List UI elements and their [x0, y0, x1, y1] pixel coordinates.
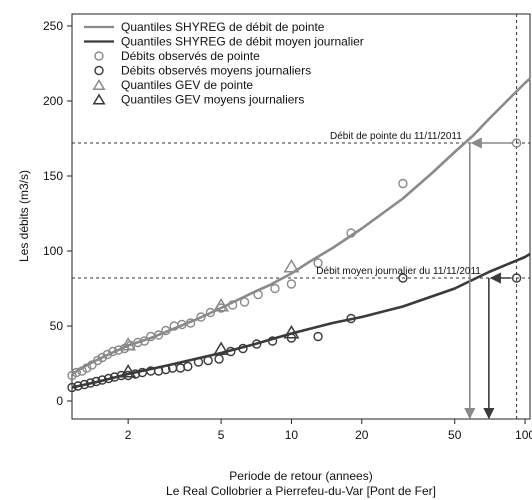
- obs-pointe-point: [253, 289, 263, 300]
- obs-pointe-point: [216, 303, 226, 313]
- obs-moyen-point: [91, 376, 101, 387]
- obs-moyen-point: [183, 361, 193, 372]
- obs-pointe-point: [205, 307, 216, 318]
- shyreg-pointe-line: [71, 77, 531, 376]
- obs-moyen-point: [398, 273, 408, 283]
- x-tick-label: 5: [218, 428, 225, 442]
- x-tick-label: 10: [285, 428, 299, 442]
- annotation-observed-point: [511, 138, 522, 148]
- obs-pointe-point: [286, 279, 297, 289]
- obs-moyen-point: [103, 373, 114, 384]
- annotation-observed-point: [511, 273, 522, 283]
- gev-pointe-point: [283, 259, 300, 273]
- x-tick-label: 20: [355, 428, 369, 442]
- obs-moyen-point: [251, 339, 262, 349]
- annotation-label: Débit moyen journalier du 11/11/2011: [316, 266, 481, 277]
- obs-moyen-point: [67, 382, 77, 393]
- obs-pointe-point: [87, 360, 97, 370]
- obs-pointe-point: [71, 367, 82, 378]
- legend-circle-swatch: [94, 51, 104, 61]
- y-tick-label: 200: [43, 94, 63, 108]
- obs-moyen-point: [346, 313, 356, 324]
- obs-pointe-point: [177, 319, 187, 330]
- legend-label: Quantiles SHYREG de débit de pointe: [121, 20, 325, 34]
- legend-circle-swatch: [94, 65, 104, 76]
- obs-pointe-point: [161, 325, 171, 336]
- x-axis-subtitle: Le Real Collobrier a Pierrefeu-du-Var [P…: [166, 484, 436, 498]
- obs-pointe-point: [133, 337, 143, 348]
- x-tick-label: 100: [515, 428, 532, 442]
- gev-moyen-point: [283, 325, 300, 339]
- legend-triangle-swatch: [92, 93, 106, 105]
- y-tick-label: 250: [43, 19, 63, 33]
- obs-moyen-point: [79, 379, 90, 390]
- x-tick-label: 2: [125, 428, 132, 442]
- legend-label: Débits observés de pointe: [121, 49, 260, 63]
- obs-moyen-point: [85, 378, 96, 388]
- obs-moyen-point: [161, 364, 171, 375]
- legend-label: Quantiles GEV moyens journaliers: [121, 93, 304, 107]
- obs-pointe-point: [313, 258, 323, 268]
- obs-moyen-point: [109, 372, 120, 382]
- annotation-label: Débit de pointe du 11/11/2011: [330, 131, 462, 142]
- obs-pointe-point: [239, 297, 250, 307]
- obs-pointe-point: [227, 300, 238, 310]
- reference-lines: [72, 14, 530, 419]
- obs-pointe-point: [153, 330, 164, 340]
- obs-moyen-point: [313, 331, 323, 342]
- x-axis-title: Periode de retour (annees): [229, 469, 372, 483]
- obs-pointe-point: [196, 312, 206, 322]
- obs-moyen-point: [267, 336, 278, 346]
- obs-moyen-point: [203, 355, 213, 366]
- obs-moyen-point: [116, 370, 127, 381]
- gev-moyen-point: [213, 341, 230, 355]
- obs-moyen-point: [97, 375, 107, 385]
- obs-pointe-point: [82, 363, 92, 373]
- y-tick-label: 0: [56, 394, 63, 408]
- x-tick-label: 50: [448, 428, 462, 442]
- y-tick-label: 50: [50, 319, 64, 333]
- obs-moyen-point: [137, 367, 148, 378]
- obs-pointe-point: [346, 228, 356, 238]
- obs-pointe-point: [398, 178, 408, 189]
- gev-moyen-point: [120, 364, 137, 378]
- obs-moyen-point: [73, 381, 83, 391]
- legend-label: Quantiles SHYREG de débit moyen journali…: [121, 35, 364, 49]
- obs-pointe-point: [139, 336, 150, 346]
- obs-pointe-point: [185, 318, 196, 328]
- y-tick-label: 100: [43, 244, 63, 258]
- obs-pointe-point: [97, 352, 107, 363]
- legend: Quantiles SHYREG de débit de pointeQuant…: [84, 20, 364, 107]
- obs-moyen-point: [214, 354, 224, 364]
- gev-pointe-point: [120, 337, 137, 351]
- legend-label: Quantiles GEV de pointe: [121, 78, 253, 92]
- gev-pointe-point: [213, 298, 230, 312]
- obs-pointe-point: [108, 346, 118, 357]
- y-tick-label: 150: [43, 169, 63, 183]
- y-axis: 0 50 100 150 200 250: [43, 19, 72, 408]
- annotations: Débit de pointe du 11/11/2011 Débit moyen…: [316, 131, 522, 420]
- obs-pointe-point: [77, 366, 87, 376]
- legend-triangle-swatch: [92, 79, 106, 91]
- obs-pointe-point: [92, 355, 103, 366]
- obs-pointe-point: [102, 349, 113, 360]
- obs-moyen-point: [130, 369, 141, 379]
- shyreg-moyen-line: [71, 252, 531, 389]
- x-axis: 2 5 10 20 50 100: [125, 419, 532, 442]
- obs-pointe-point: [270, 283, 280, 294]
- plot-frame: [71, 13, 531, 420]
- obs-moyen-point: [238, 343, 248, 354]
- series-layer: [67, 77, 531, 393]
- legend-label: Débits observés moyens journaliers: [121, 64, 311, 78]
- obs-moyen-point: [193, 357, 204, 367]
- y-axis-title: Les débits (m3/s): [17, 170, 31, 262]
